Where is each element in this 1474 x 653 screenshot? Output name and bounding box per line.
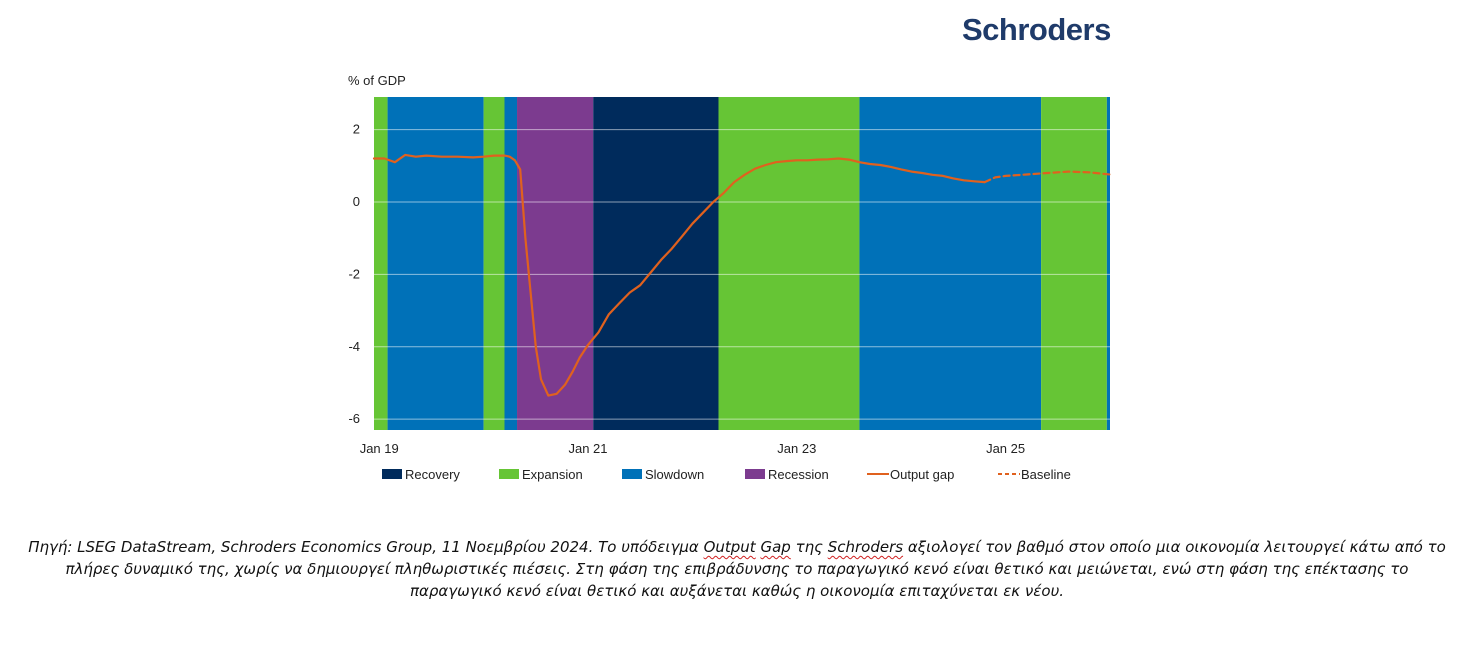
phase-band-slowdown	[504, 97, 518, 430]
legend-label: Recovery	[405, 467, 460, 482]
legend-item-baseline: Baseline	[998, 467, 1071, 482]
y-tick-label: 2	[353, 122, 360, 137]
phase-band-slowdown	[1106, 97, 1110, 430]
y-tick-label: -2	[348, 266, 360, 281]
output-gap-chart: 2 0 -2 -4 -6 Jan 19 Jan 21 Jan 23 Jan 25 % of G…	[348, 73, 1112, 482]
x-tick-label: Jan 23	[777, 441, 816, 456]
legend-item-output-gap: Output gap	[867, 467, 954, 482]
x-tick-label: Jan 25	[986, 441, 1025, 456]
x-tick-label: Jan 21	[568, 441, 607, 456]
x-tick-label: Jan 19	[360, 441, 399, 456]
legend-swatch	[499, 469, 519, 479]
legend-label: Output gap	[890, 467, 954, 482]
legend-swatch	[745, 469, 765, 479]
phase-band-expansion	[718, 97, 860, 430]
caption-term: Gap	[760, 538, 791, 556]
series-output-gap	[372, 153, 986, 397]
series-lines	[372, 153, 1112, 397]
caption-term: Output	[703, 538, 756, 556]
phase-band-recession	[517, 97, 594, 430]
phase-band-expansion	[374, 97, 388, 430]
phase-band-recovery	[593, 97, 719, 430]
gridlines	[374, 129, 1110, 420]
legend: Recovery Expansion Slowdown Recession Output…	[382, 467, 1071, 482]
caption-term: Schroders	[827, 538, 904, 556]
source-caption: Πηγή: LSEG DataStream, Schroders Economi…	[20, 536, 1454, 602]
legend-swatch	[622, 469, 642, 479]
schroders-logo: Schroders	[962, 12, 1111, 47]
legend-label: Expansion	[522, 467, 583, 482]
y-tick-label: -6	[348, 411, 360, 426]
series-baseline	[983, 170, 1112, 184]
legend-item-recovery: Recovery	[382, 467, 460, 482]
phase-bands	[374, 97, 1110, 430]
phase-band-expansion	[1041, 97, 1107, 430]
y-tick-label: 0	[353, 194, 360, 209]
phase-band-slowdown	[387, 97, 484, 430]
legend-item-recession: Recession	[745, 467, 829, 482]
y-tick-label: -4	[348, 339, 360, 354]
x-axis-ticks: Jan 19 Jan 21 Jan 23 Jan 25	[360, 441, 1025, 456]
legend-swatch	[382, 469, 402, 479]
legend-label: Baseline	[1021, 467, 1071, 482]
caption-part: της	[790, 538, 828, 556]
legend-label: Slowdown	[645, 467, 704, 482]
legend-item-expansion: Expansion	[499, 467, 583, 482]
caption-part: αξιολογεί τον βαθμό στον οποίο μια οικον…	[65, 538, 1446, 600]
y-axis-ticks: 2 0 -2 -4 -6	[348, 122, 360, 427]
legend-label: Recession	[768, 467, 829, 482]
y-axis-label: % of GDP	[348, 73, 406, 88]
legend-item-slowdown: Slowdown	[622, 467, 704, 482]
phase-band-expansion	[483, 97, 505, 430]
phase-band-slowdown	[859, 97, 1042, 430]
caption-part: Πηγή: LSEG DataStream, Schroders Economi…	[28, 538, 704, 556]
